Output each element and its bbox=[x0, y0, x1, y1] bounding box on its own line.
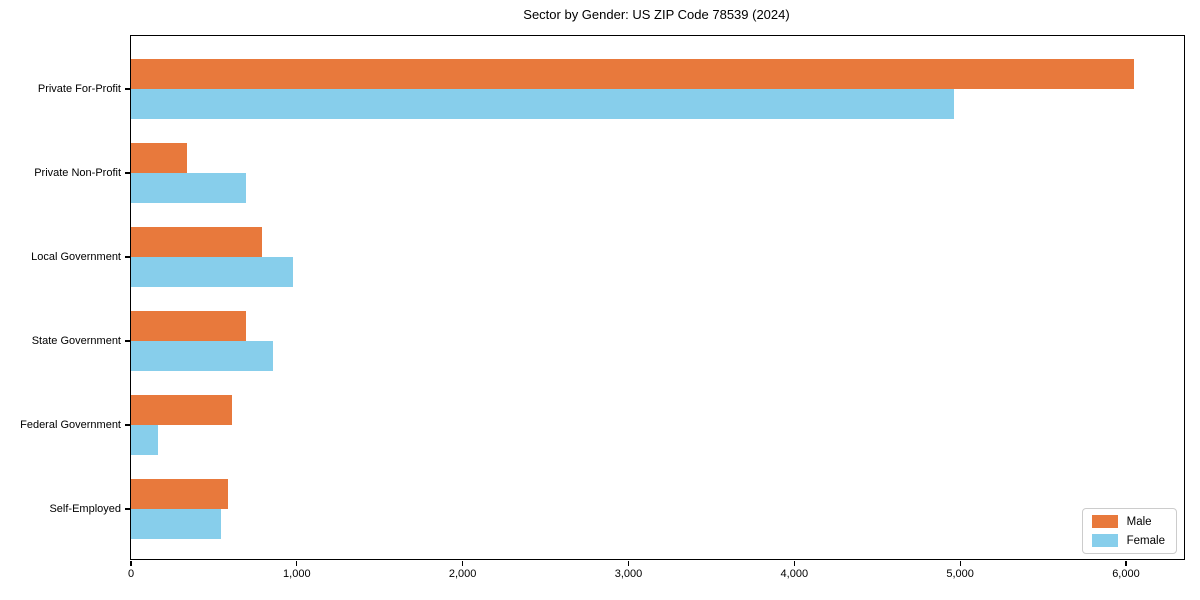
legend-swatch-female bbox=[1091, 534, 1118, 547]
y-tick-mark bbox=[124, 508, 130, 510]
x-tick-mark bbox=[1125, 560, 1127, 566]
y-tick-label: Self-Employed bbox=[49, 503, 121, 515]
y-tick-label: Private Non-Profit bbox=[34, 167, 121, 179]
x-tick-label: 3,000 bbox=[614, 568, 643, 580]
x-tick-label: 6,000 bbox=[1112, 568, 1140, 580]
y-tick-mark bbox=[124, 424, 130, 426]
y-tick-label: Private For-Profit bbox=[37, 83, 121, 95]
x-tick-label: 0 bbox=[127, 568, 135, 580]
bar-female-3 bbox=[131, 257, 293, 287]
y-tick-mark bbox=[124, 256, 130, 258]
x-tick-mark bbox=[959, 560, 961, 566]
chart-title: Sector by Gender: US ZIP Code 78539 (202… bbox=[523, 7, 790, 22]
legend-label: Female bbox=[1126, 534, 1165, 547]
x-tick-label: 4,000 bbox=[780, 568, 809, 580]
bar-male-3 bbox=[131, 227, 263, 257]
bar-male-5 bbox=[131, 395, 232, 425]
plot-area: Private For-Profit Private Non-Profit Loca… bbox=[20, 35, 1185, 580]
x-tick-mark bbox=[627, 560, 630, 566]
y-tick-mark bbox=[124, 172, 130, 174]
legend-item-male: Male bbox=[1091, 515, 1165, 528]
x-tick-mark bbox=[296, 560, 298, 566]
y-tick-mark bbox=[124, 88, 130, 90]
y-tick-label: State Government bbox=[31, 335, 121, 347]
legend: Male Female bbox=[1081, 508, 1177, 554]
bar-male-4 bbox=[131, 311, 247, 341]
x-tick-mark bbox=[793, 560, 795, 566]
y-tick-mark bbox=[124, 340, 130, 342]
legend-item-female: Female bbox=[1091, 534, 1165, 547]
bar-male-1 bbox=[131, 59, 1135, 89]
x-tick-mark bbox=[130, 560, 132, 566]
x-tick-label: 5,000 bbox=[946, 568, 974, 580]
x-tick-mark bbox=[462, 560, 464, 566]
x-tick-label: 1,000 bbox=[283, 568, 311, 580]
bar-female-4 bbox=[131, 341, 274, 371]
bar-male-6 bbox=[131, 479, 228, 509]
bar-female-1 bbox=[131, 89, 954, 119]
bar-female-5 bbox=[131, 425, 158, 455]
y-tick-label: Federal Government bbox=[20, 419, 121, 431]
bar-female-2 bbox=[131, 173, 246, 203]
legend-swatch-male bbox=[1091, 515, 1118, 528]
legend-label: Male bbox=[1126, 515, 1152, 528]
x-tick-label: 2,000 bbox=[448, 568, 477, 580]
bar-female-6 bbox=[131, 509, 222, 539]
bar-male-2 bbox=[131, 143, 187, 173]
y-tick-label: Local Government bbox=[31, 251, 121, 263]
